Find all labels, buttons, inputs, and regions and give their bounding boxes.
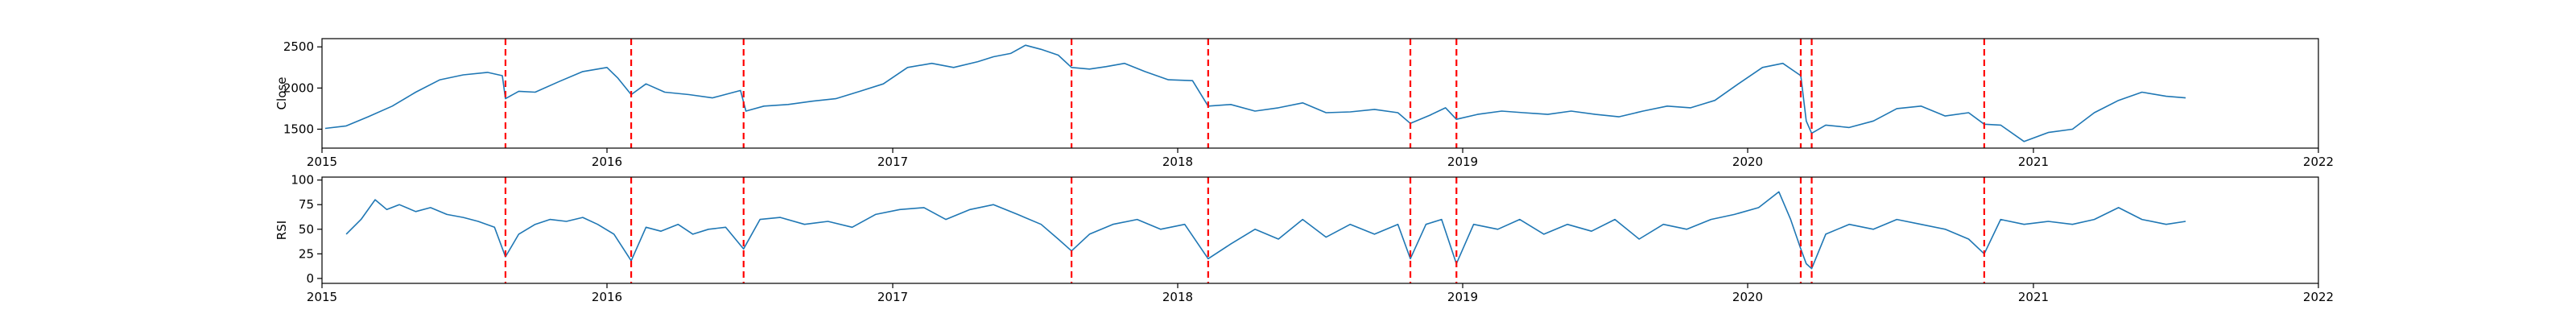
x-tick-label: 2021 (2018, 155, 2049, 169)
y-axis-label: RSI (275, 221, 289, 240)
x-tick-label: 2016 (592, 290, 622, 304)
y-tick-label: 100 (291, 173, 314, 188)
x-tick-label: 2018 (1162, 290, 1193, 304)
x-tick-label: 2021 (2018, 290, 2049, 304)
close-chart: 2015 2016 2017 2018 2019 2020 2021 2022 1500 2000… (275, 38, 2334, 169)
plot-frame (321, 176, 2319, 284)
x-tick-label: 2015 (307, 290, 337, 304)
x-tick-label: 2017 (877, 155, 908, 169)
x-tick-label: 2020 (1732, 290, 1763, 304)
x-tick-label: 2017 (877, 290, 908, 304)
y-tick-label: 50 (299, 222, 314, 237)
x-tick-label: 2020 (1732, 155, 1763, 169)
plot-frame (321, 38, 2319, 149)
x-tick-label: 2018 (1162, 155, 1193, 169)
x-tick-label: 2015 (307, 155, 337, 169)
x-tick-label: 2022 (2303, 290, 2334, 304)
y-tick-label: 2500 (283, 39, 314, 54)
y-axis-label: Close (275, 77, 289, 110)
x-tick-label: 2022 (2303, 155, 2334, 169)
y-tick-label: 75 (299, 197, 314, 212)
series-line (345, 191, 2186, 270)
x-tick-label: 2019 (1447, 155, 1478, 169)
y-tick-label: 2000 (283, 80, 314, 95)
x-tick-label: 2016 (592, 155, 622, 169)
y-tick-label: 1500 (283, 122, 314, 136)
x-tick-label: 2019 (1447, 290, 1478, 304)
rsi-chart: 2015 2016 2017 2018 2019 2020 2021 2022 0 25 50 75 1… (275, 173, 2334, 304)
y-tick-label: 0 (306, 271, 314, 286)
y-tick-label: 25 (299, 246, 314, 261)
series-line (324, 44, 2186, 142)
